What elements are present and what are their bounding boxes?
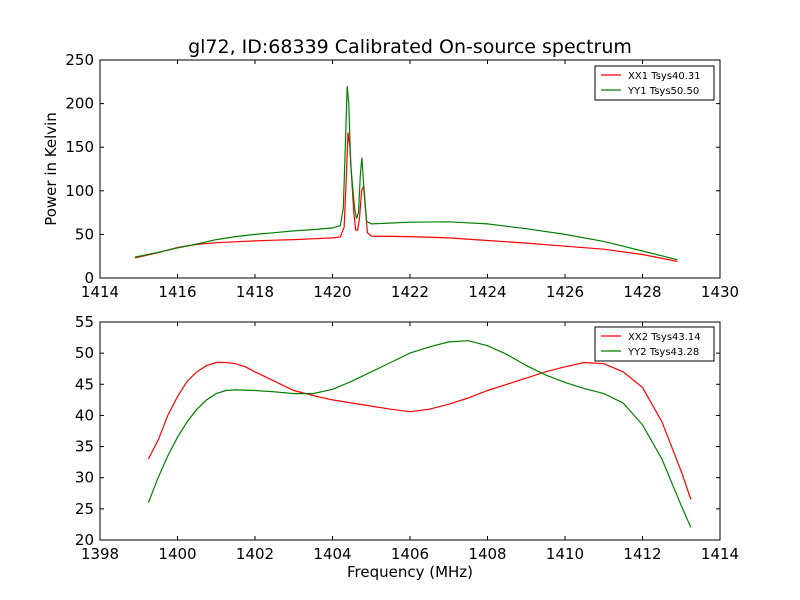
legend-label: YY1 Tsys50.50 bbox=[627, 86, 699, 97]
x-tick-label: 1398 bbox=[81, 545, 119, 563]
y-tick-label: 200 bbox=[65, 95, 94, 113]
x-tick-label: 1420 bbox=[313, 283, 351, 301]
y-tick-label: 50 bbox=[75, 344, 94, 362]
y-tick-label: 150 bbox=[65, 138, 94, 156]
legend-box bbox=[594, 326, 715, 362]
legend-box bbox=[594, 65, 715, 101]
y-tick-label: 25 bbox=[75, 500, 94, 518]
legend-label: XX2 Tsys43.14 bbox=[628, 332, 701, 343]
series-line-2 bbox=[147, 340, 692, 528]
x-axis-label: Frequency (MHz) bbox=[347, 563, 473, 581]
x-tick-label: 1416 bbox=[158, 283, 196, 301]
x-tick-label: 1414 bbox=[81, 283, 119, 301]
x-tick-label: 1400 bbox=[158, 545, 196, 563]
y-tick-label: 50 bbox=[75, 225, 94, 243]
legend-label: XX1 Tsys40.31 bbox=[628, 71, 701, 82]
x-tick-label: 1430 bbox=[701, 283, 739, 301]
bottom-plot: 1398 1400 1402 1404 1406 1408 1410 1412 1414 20 25… bbox=[75, 313, 739, 581]
y-tick-label: 55 bbox=[75, 313, 94, 331]
x-tick-label: 1408 bbox=[468, 545, 506, 563]
x-tick-label: 1410 bbox=[546, 545, 584, 563]
legend: XX2 Tsys43.14 YY2 Tsys43.28 bbox=[594, 326, 715, 362]
y-tick-label: 0 bbox=[84, 269, 94, 287]
x-tick-label: 1414 bbox=[701, 545, 739, 563]
y-tick-label: 20 bbox=[75, 531, 94, 549]
legend: XX1 Tsys40.31 YY1 Tsys50.50 bbox=[594, 65, 715, 101]
x-tick-label: 1428 bbox=[623, 283, 661, 301]
legend-label: YY2 Tsys43.28 bbox=[627, 347, 699, 358]
y-axis-label: Power in Kelvin bbox=[42, 112, 60, 226]
x-tick-label: 1426 bbox=[546, 283, 584, 301]
y-tick-label: 35 bbox=[75, 438, 94, 456]
series-line-2 bbox=[134, 86, 678, 261]
series-line-1 bbox=[147, 361, 692, 500]
x-tick-label: 1412 bbox=[623, 545, 661, 563]
y-tick-label: 30 bbox=[75, 469, 94, 487]
x-tick-label: 1424 bbox=[468, 283, 506, 301]
x-tick-label: 1406 bbox=[391, 545, 429, 563]
x-tick-label: 1404 bbox=[313, 545, 351, 563]
x-tick-label: 1418 bbox=[236, 283, 274, 301]
chart-title: gl72, ID:68339 Calibrated On-source spec… bbox=[188, 36, 632, 58]
series-line-1 bbox=[134, 132, 678, 262]
y-tick-label: 45 bbox=[75, 375, 94, 393]
y-tick-label: 250 bbox=[65, 51, 94, 69]
y-tick-label: 40 bbox=[75, 406, 94, 424]
x-tick-label: 1422 bbox=[391, 283, 429, 301]
top-plot: 1414 1416 1418 1420 1422 1424 1426 1428 1430 0 50 1… bbox=[42, 51, 739, 301]
y-tick-label: 100 bbox=[65, 182, 94, 200]
x-tick-label: 1402 bbox=[236, 545, 274, 563]
